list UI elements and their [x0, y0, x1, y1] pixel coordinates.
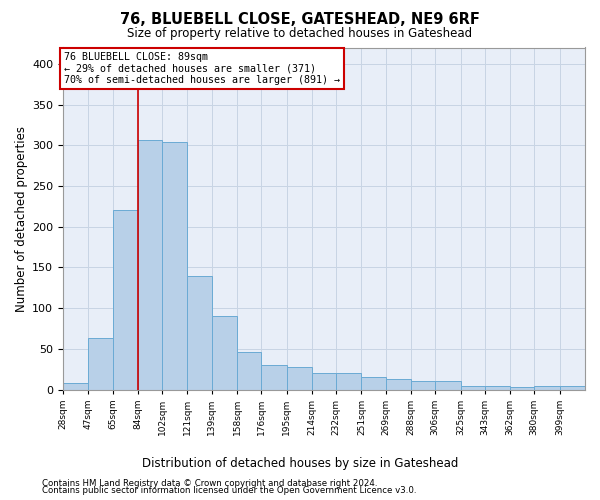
- Bar: [63, 383, 88, 390]
- Bar: [162, 142, 187, 390]
- Bar: [534, 386, 560, 390]
- Text: Contains public sector information licensed under the Open Government Licence v3: Contains public sector information licen…: [42, 486, 416, 495]
- Bar: [88, 338, 113, 390]
- Bar: [435, 382, 461, 390]
- Text: Size of property relative to detached houses in Gateshead: Size of property relative to detached ho…: [127, 28, 473, 40]
- Y-axis label: Number of detached properties: Number of detached properties: [15, 126, 28, 312]
- Bar: [237, 352, 261, 390]
- Bar: [138, 140, 162, 390]
- Bar: [560, 386, 585, 390]
- Bar: [411, 380, 435, 390]
- Bar: [113, 210, 138, 390]
- Text: 76 BLUEBELL CLOSE: 89sqm
← 29% of detached houses are smaller (371)
70% of semi-: 76 BLUEBELL CLOSE: 89sqm ← 29% of detach…: [64, 52, 340, 85]
- Bar: [212, 316, 237, 390]
- Bar: [485, 386, 510, 390]
- Bar: [287, 367, 312, 390]
- Text: 76, BLUEBELL CLOSE, GATESHEAD, NE9 6RF: 76, BLUEBELL CLOSE, GATESHEAD, NE9 6RF: [120, 12, 480, 28]
- Bar: [361, 378, 386, 390]
- Bar: [261, 365, 287, 390]
- Bar: [510, 387, 534, 390]
- Text: Distribution of detached houses by size in Gateshead: Distribution of detached houses by size …: [142, 458, 458, 470]
- Text: Contains HM Land Registry data © Crown copyright and database right 2024.: Contains HM Land Registry data © Crown c…: [42, 478, 377, 488]
- Bar: [336, 374, 361, 390]
- Bar: [461, 386, 485, 390]
- Bar: [187, 276, 212, 390]
- Bar: [312, 374, 336, 390]
- Bar: [386, 379, 411, 390]
